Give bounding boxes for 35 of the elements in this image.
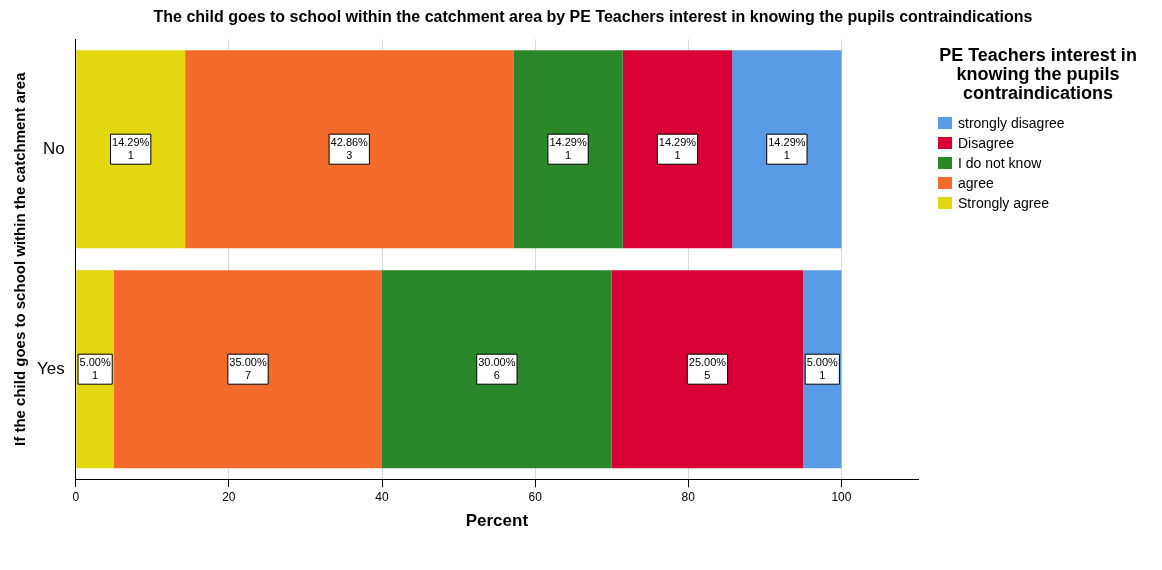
y-tick-label: Yes (37, 358, 65, 378)
legend-title: PE Teachers interest in knowing the pupils contraindications (938, 45, 1138, 103)
data-label: 5.00% 1 (79, 355, 111, 381)
data-label: 35.00% 7 (229, 355, 267, 381)
data-label: 14.29% 1 (112, 135, 150, 161)
x-axis-title: Percent (465, 511, 529, 531)
data-label: 14.29% 1 (768, 135, 806, 161)
data-label: 42.86% 3 (330, 135, 369, 161)
bar (611, 270, 804, 469)
legend-label: Strongly agree (958, 195, 1050, 211)
x-tick-label: 60 (528, 489, 543, 504)
y-axis-title: If the child goes to school within the catchment area (11, 71, 29, 446)
data-label: 14.29% 1 (549, 135, 587, 161)
legend-label: Disagree (958, 135, 1015, 151)
x-tick-label: 40 (375, 489, 390, 504)
y-tick-label: No (43, 138, 65, 158)
x-tick-label: 100 (831, 489, 852, 504)
bar (382, 270, 612, 469)
data-label: 30.00% 6 (478, 355, 516, 381)
bar (622, 50, 733, 249)
chart-title: The child goes to school within the catchment area by PE Teachers interest in knowing the pupils contraindications (152, 8, 1034, 26)
bar (185, 50, 514, 249)
legend-label: agree (958, 175, 994, 191)
x-tick-label: 80 (681, 489, 696, 504)
bar (114, 270, 383, 469)
x-tick-label: 20 (222, 489, 236, 504)
bar (513, 50, 623, 249)
bar (76, 50, 186, 249)
data-label: 25.00% 5 (688, 355, 727, 381)
x-tick-label: 0 (72, 489, 80, 504)
data-label: 14.29% 1 (658, 135, 697, 161)
data-label: 5.00% 1 (806, 355, 839, 381)
bar (732, 50, 842, 249)
legend-label: I do not know (958, 155, 1042, 171)
legend-label: strongly disagree (958, 115, 1065, 131)
